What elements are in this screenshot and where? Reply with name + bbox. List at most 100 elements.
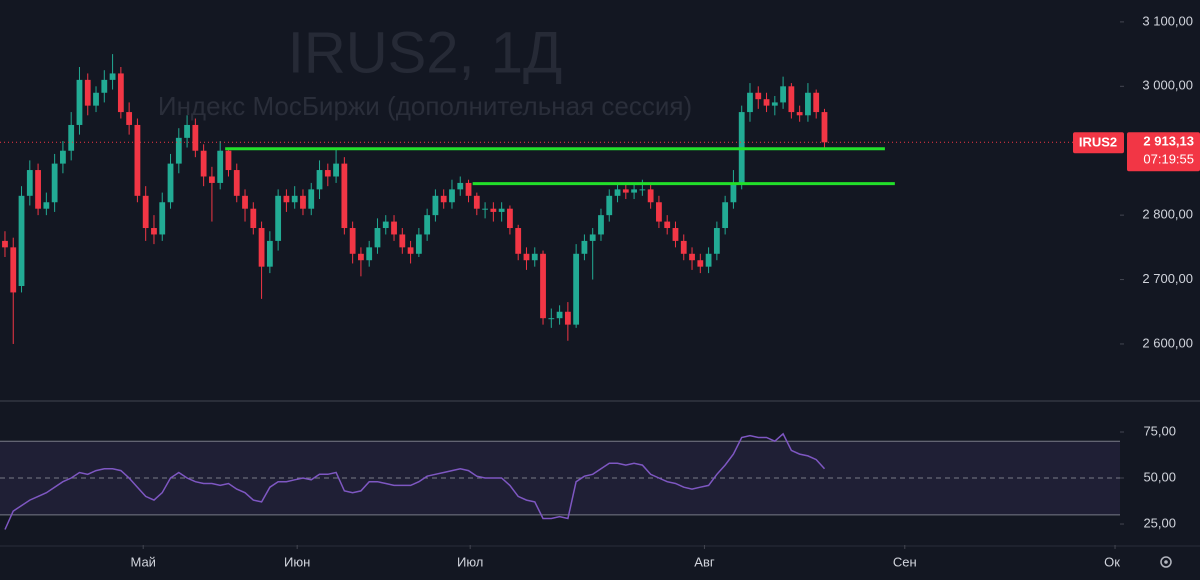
candle-body bbox=[391, 221, 397, 235]
candle-body bbox=[548, 318, 555, 320]
candle-body bbox=[175, 137, 182, 164]
rsi-tick-label: 25,00 bbox=[1143, 515, 1176, 530]
candle-body bbox=[26, 170, 33, 196]
candle-body bbox=[374, 228, 381, 248]
candle-body bbox=[639, 189, 646, 191]
candle-body bbox=[316, 170, 323, 190]
candle-body bbox=[349, 228, 356, 254]
candle-body bbox=[250, 208, 257, 229]
candle-body bbox=[664, 221, 671, 229]
candle-body bbox=[60, 150, 66, 164]
candle-body bbox=[730, 182, 737, 203]
candle-body bbox=[788, 86, 795, 113]
watermark-title: IRUS2, 1Д bbox=[288, 20, 563, 85]
candle-body bbox=[117, 73, 124, 113]
candle-body bbox=[457, 182, 464, 190]
candle-body bbox=[399, 234, 406, 248]
candle-body bbox=[93, 92, 99, 106]
candle-body bbox=[498, 208, 505, 212]
candle-body bbox=[556, 311, 563, 319]
candle-body bbox=[440, 195, 447, 203]
plot-area: Май Июн Июл Авг Сен Окт bbox=[0, 54, 1126, 569]
candle-body bbox=[581, 240, 588, 254]
candle-body bbox=[200, 150, 207, 177]
candle-body bbox=[159, 202, 166, 235]
candle-body bbox=[780, 86, 786, 103]
candle-body bbox=[192, 124, 199, 151]
candle-body bbox=[449, 189, 455, 203]
candle-body bbox=[51, 163, 58, 203]
candle-body bbox=[747, 92, 753, 113]
candle-body bbox=[300, 195, 306, 209]
candle-body bbox=[507, 208, 513, 229]
x-tick-label: Авг bbox=[694, 554, 715, 569]
candle-body bbox=[266, 240, 273, 267]
candle-body bbox=[2, 240, 8, 248]
candle-body bbox=[631, 189, 637, 193]
candle-body bbox=[614, 189, 621, 196]
candle-body bbox=[275, 195, 282, 241]
candle-body bbox=[482, 208, 488, 210]
candle-body bbox=[258, 228, 265, 267]
candle-body bbox=[473, 195, 480, 209]
candle-body bbox=[672, 228, 679, 241]
rsi-tick-label: 75,00 bbox=[1143, 423, 1176, 438]
candle-body bbox=[43, 202, 50, 209]
x-tick-label: Июл bbox=[457, 554, 483, 569]
candle-body bbox=[763, 99, 770, 106]
candle-body bbox=[109, 73, 116, 80]
candle-body bbox=[242, 195, 248, 209]
x-tick-label: Окт bbox=[1104, 554, 1126, 569]
candle-body bbox=[341, 163, 348, 229]
candle-body bbox=[142, 195, 149, 229]
candle-body bbox=[424, 215, 431, 235]
candle-body bbox=[805, 92, 811, 116]
candle-body bbox=[209, 176, 215, 183]
candle-body bbox=[598, 215, 604, 235]
rsi-tick-label: 50,00 bbox=[1143, 469, 1176, 484]
candle-body bbox=[564, 311, 571, 325]
candle-body bbox=[573, 253, 580, 325]
candle-body bbox=[76, 79, 83, 125]
y-tick-label: 3 100,00 bbox=[1142, 13, 1193, 28]
candle-body bbox=[821, 112, 828, 143]
candle-body bbox=[233, 170, 240, 196]
candle-body bbox=[606, 195, 613, 216]
y-tick-label: 2 600,00 bbox=[1142, 335, 1193, 350]
settings-icon[interactable] bbox=[1160, 556, 1172, 568]
candle-body bbox=[515, 228, 522, 254]
price-tag bbox=[1127, 132, 1200, 172]
candle-body bbox=[308, 189, 315, 209]
y-tick-label: 3 000,00 bbox=[1142, 78, 1193, 93]
candle-body bbox=[358, 253, 364, 261]
candle-body bbox=[465, 182, 472, 196]
candle-body bbox=[167, 163, 174, 203]
candle-body bbox=[324, 170, 331, 177]
candle-body bbox=[18, 195, 25, 286]
candle-body bbox=[225, 150, 232, 171]
rsi-line bbox=[4, 432, 826, 530]
candle-body bbox=[755, 92, 762, 100]
candle-body bbox=[531, 253, 538, 261]
candle-body bbox=[407, 247, 414, 254]
candle-body bbox=[101, 79, 108, 93]
candle-body bbox=[415, 234, 422, 254]
candle-body bbox=[656, 202, 662, 222]
candle-body bbox=[35, 170, 41, 209]
y-tick-label: 2 800,00 bbox=[1142, 207, 1193, 222]
candle-body bbox=[68, 124, 75, 151]
x-tick-label: Май bbox=[130, 554, 155, 569]
y-tick-label: 2 700,00 bbox=[1142, 271, 1193, 286]
candle-body bbox=[283, 195, 290, 203]
candle-body bbox=[134, 124, 141, 196]
candle-body bbox=[589, 234, 596, 241]
x-tick-label: Сен bbox=[893, 554, 917, 569]
candle-body bbox=[771, 102, 778, 106]
candle-body bbox=[647, 189, 654, 203]
price-tag-label: 2 913,13 bbox=[1143, 134, 1194, 149]
symbol-tag-label: IRUS2 bbox=[1079, 135, 1117, 150]
candle-body bbox=[10, 247, 17, 293]
candle-body bbox=[713, 228, 720, 254]
candle-body bbox=[680, 240, 687, 254]
candle-body bbox=[705, 253, 712, 267]
